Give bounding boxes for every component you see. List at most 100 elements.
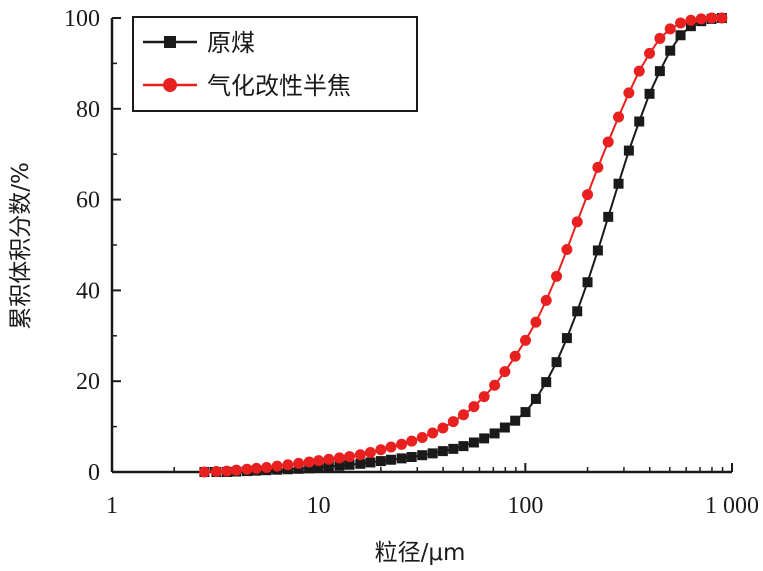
data-point-square — [644, 88, 655, 99]
legend-marker-square — [164, 36, 176, 48]
data-point-circle — [385, 441, 397, 453]
data-point-circle — [447, 416, 459, 428]
data-point-square — [344, 459, 355, 470]
data-point-square — [479, 433, 490, 444]
data-point-square — [592, 245, 603, 256]
data-point-circle — [333, 452, 345, 464]
data-point-square — [654, 66, 665, 77]
data-point-square — [561, 333, 572, 344]
x-axis-title: 粒径/μm — [375, 540, 466, 566]
data-point-circle — [344, 451, 356, 463]
data-point-circle — [313, 455, 325, 467]
data-point-circle — [457, 409, 469, 421]
data-point-circle — [375, 444, 387, 456]
data-point-circle — [437, 422, 449, 434]
y-axis-title: 累积体积分数/% — [8, 162, 34, 330]
data-point-circle — [571, 216, 583, 228]
x-tick-label: 1 — [106, 493, 118, 519]
data-point-square — [323, 461, 334, 472]
data-point-circle — [406, 435, 418, 447]
data-point-square — [603, 211, 614, 222]
data-point-square — [437, 446, 448, 457]
legend-label: 气化改性半焦 — [207, 72, 351, 100]
legend-marker-circle — [163, 78, 177, 92]
y-tick-label: 0 — [88, 460, 100, 486]
data-point-square — [572, 306, 583, 317]
data-point-square — [665, 45, 676, 56]
x-tick-label: 1 000 — [705, 493, 759, 519]
data-point-circle — [695, 13, 707, 25]
data-point-circle — [602, 136, 614, 148]
data-point-circle — [706, 12, 718, 24]
data-point-circle — [396, 438, 408, 450]
data-point-circle — [654, 32, 666, 44]
data-point-circle — [221, 465, 233, 477]
data-point-circle — [592, 161, 604, 173]
legend-label: 原煤 — [207, 29, 255, 57]
x-tick-label: 10 — [307, 493, 331, 519]
data-point-circle — [509, 350, 521, 362]
data-point-square — [685, 21, 696, 32]
data-point-square — [375, 456, 386, 467]
data-point-square — [365, 457, 376, 468]
data-point-square — [623, 145, 634, 156]
data-point-square — [406, 452, 417, 463]
data-point-circle — [416, 431, 428, 443]
data-point-circle — [551, 270, 563, 282]
y-tick-label: 60 — [76, 188, 100, 214]
y-tick-label: 80 — [76, 97, 100, 123]
data-point-circle — [489, 379, 501, 391]
x-tick-label: 100 — [507, 493, 543, 519]
data-point-circle — [427, 427, 439, 439]
legend-box — [132, 16, 418, 112]
data-point-circle — [675, 17, 687, 29]
data-point-circle — [499, 366, 511, 378]
data-point-square — [510, 415, 521, 426]
data-point-circle — [364, 446, 376, 458]
data-point-circle — [241, 463, 253, 475]
data-point-square — [458, 441, 469, 452]
data-point-square — [675, 30, 686, 41]
data-point-square — [530, 393, 541, 404]
data-point-circle — [540, 294, 552, 306]
data-point-circle — [303, 456, 315, 468]
data-point-square — [313, 462, 324, 473]
data-point-square — [634, 116, 645, 127]
data-point-circle — [198, 466, 210, 478]
y-tick-label: 40 — [76, 278, 100, 304]
data-point-circle — [282, 459, 294, 471]
data-point-circle — [520, 334, 532, 346]
plot-area — [198, 12, 728, 478]
data-point-circle — [230, 464, 242, 476]
data-point-circle — [685, 14, 697, 26]
y-tick-label: 100 — [64, 6, 100, 32]
data-point-square — [304, 463, 315, 474]
data-point-circle — [271, 460, 283, 472]
data-point-circle — [323, 453, 335, 465]
data-point-square — [386, 454, 397, 465]
data-point-circle — [561, 244, 573, 256]
data-point-square — [396, 453, 407, 464]
data-point-square — [334, 460, 345, 471]
data-point-square — [427, 448, 438, 459]
data-point-circle — [478, 391, 490, 403]
data-point-circle — [354, 449, 366, 461]
data-point-circle — [250, 462, 262, 474]
data-point-square — [520, 407, 531, 418]
data-point-circle — [468, 401, 480, 413]
data-point-circle — [613, 111, 625, 123]
data-point-square — [551, 357, 562, 368]
data-point-circle — [210, 466, 222, 478]
data-point-circle — [633, 65, 645, 77]
data-point-circle — [623, 87, 635, 99]
data-point-circle — [582, 189, 594, 201]
data-point-square — [613, 178, 624, 189]
data-point-square — [355, 458, 366, 469]
data-point-square — [448, 443, 459, 454]
data-point-circle — [716, 12, 728, 24]
data-point-square — [468, 437, 479, 448]
data-point-square — [499, 422, 510, 433]
data-point-circle — [530, 316, 542, 328]
